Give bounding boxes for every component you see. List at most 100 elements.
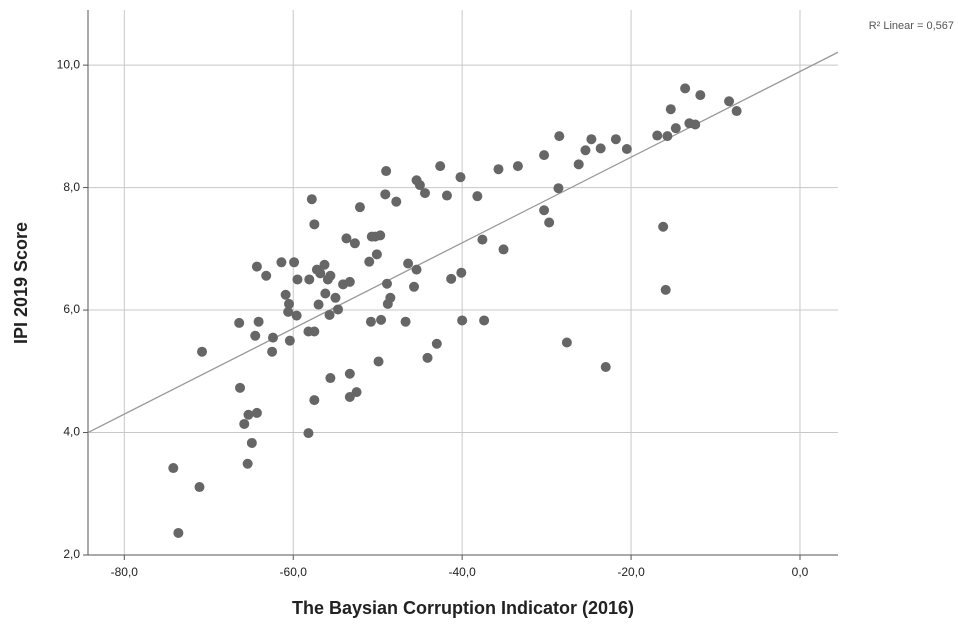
point [261,270,272,281]
point [315,268,326,279]
point [435,161,446,172]
point [251,407,262,418]
point [621,144,632,155]
y-axis-label: IPI 2019 Score [11,222,31,344]
point [173,527,184,538]
y-tick-label: 8,0 [63,180,80,194]
point [680,83,691,94]
point [456,267,467,278]
point [665,104,676,115]
point [600,362,611,373]
point [381,166,392,177]
point [284,335,295,346]
x-tick-label: -80,0 [111,565,139,579]
point [498,244,509,255]
point [457,315,468,326]
point [280,289,291,300]
point [354,202,365,213]
point [344,276,355,287]
point [493,164,504,175]
point [544,217,555,228]
point [235,382,246,393]
point [660,284,671,295]
point [341,233,352,244]
point [371,249,382,260]
point [309,219,320,230]
annotation: R² Linear = 0,567 [869,20,954,32]
point [309,326,320,337]
point [251,261,262,272]
y-tick-label: 4,0 [63,425,80,439]
point [455,172,466,183]
point [250,330,261,341]
point [325,270,336,281]
point [375,230,386,241]
point [283,306,294,317]
point [400,316,411,327]
point [403,258,414,269]
point [690,119,701,130]
point [554,131,565,142]
point [431,338,442,349]
point [373,356,384,367]
y-tick-label: 2,0 [63,547,80,561]
x-tick-label: -40,0 [448,565,476,579]
point [580,145,591,156]
point [253,316,264,327]
point [553,183,564,194]
point [243,409,254,420]
point [586,134,597,145]
point [365,316,376,327]
point [333,304,343,315]
fit-line [87,51,839,434]
point [610,134,621,145]
point [411,264,422,275]
point [306,194,317,205]
point [267,346,278,357]
point [380,189,391,200]
point [512,161,523,172]
point [344,368,355,379]
point [234,317,245,328]
x-tick-label: 0,0 [792,565,809,579]
point [381,278,392,289]
point [267,332,278,343]
point [325,373,336,384]
point [351,387,362,398]
point [197,346,208,357]
point [539,205,550,216]
point [595,143,606,154]
point [561,337,572,348]
point [246,437,257,448]
point [239,418,250,429]
point [320,288,331,299]
point [291,310,302,321]
point [194,482,205,493]
point [409,281,420,292]
point [446,273,457,284]
point [573,159,584,170]
point [289,257,300,268]
point [309,395,320,406]
point [330,292,341,303]
point [539,150,550,161]
point [441,190,452,201]
y-tick-label: 10,0 [57,57,81,71]
point [242,458,253,469]
point [376,314,387,325]
point [724,96,735,107]
point [695,90,706,101]
point [304,274,315,285]
point [652,130,663,141]
point [284,298,295,309]
point [292,274,303,285]
point [168,463,179,474]
point [313,299,324,310]
point [662,131,673,142]
point [731,106,742,117]
x-tick-label: -20,0 [617,565,645,579]
x-axis-label: The Baysian Corruption Indicator (2016) [292,598,634,618]
point [670,123,681,134]
point [479,315,490,326]
